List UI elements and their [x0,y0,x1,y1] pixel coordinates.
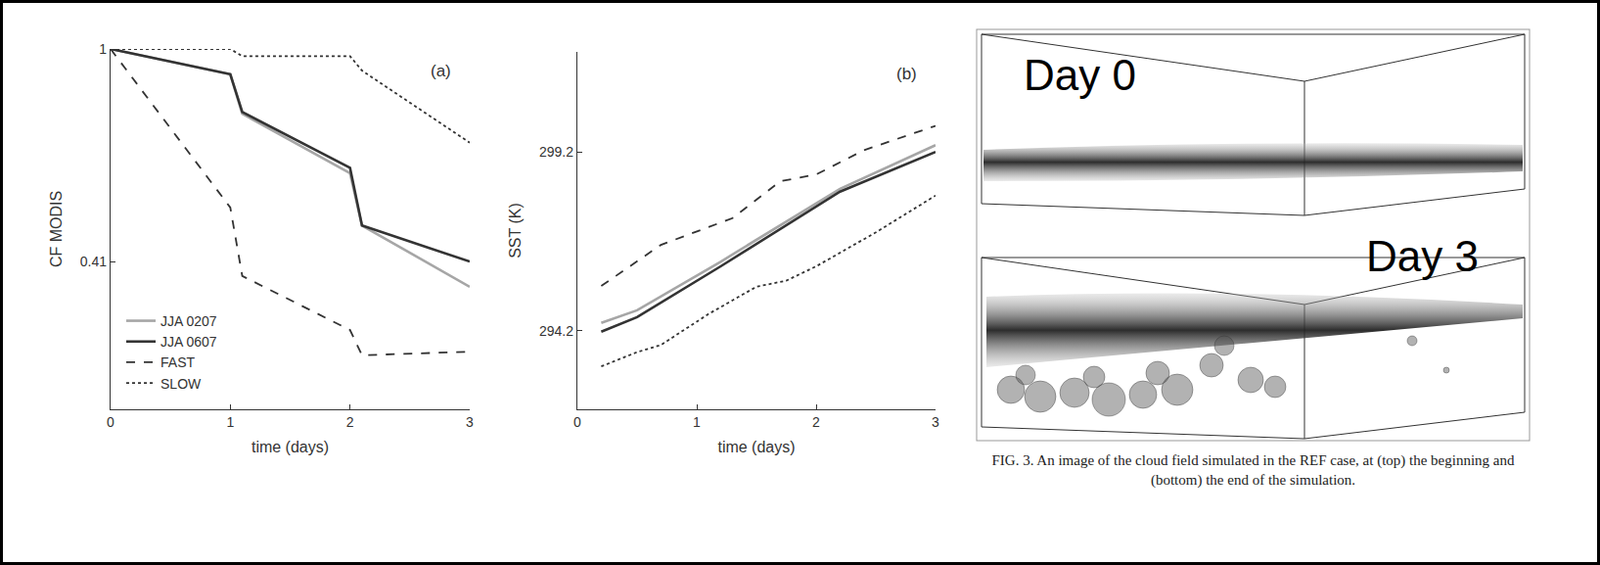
svg-text:1: 1 [692,413,701,430]
svg-text:1: 1 [98,41,107,57]
html-text:Day 3: Day 3 [1366,231,1479,280]
svg-text:2: 2 [812,413,821,430]
svg-text:0.41: 0.41 [80,253,107,270]
svg-text:2: 2 [346,413,355,430]
svg-text:FAST: FAST [160,354,195,370]
svg-text:0: 0 [106,413,115,430]
svg-text:(b): (b) [896,64,917,84]
svg-text:JJA 0607: JJA 0607 [160,333,218,350]
svg-text:SLOW: SLOW [160,375,202,392]
svg-text:time (days): time (days) [717,438,795,456]
svg-text:294.2: 294.2 [539,322,574,339]
html-text:FIG. 3. An image of the cloud: FIG. 3. An image of the cloud field simu… [991,452,1515,487]
html-text:Day 0: Day 0 [1023,50,1137,99]
svg-text:1: 1 [226,413,234,430]
svg-text:299.2: 299.2 [539,143,574,160]
svg-text:3: 3 [931,413,940,430]
svg-text:0: 0 [573,413,582,430]
svg-text:3: 3 [465,413,474,430]
svg-text:JJA 0207: JJA 0207 [160,313,218,329]
svg-text:(a): (a) [430,61,452,81]
svg-text:time (days): time (days) [251,438,329,456]
svg-text:CF MODIS: CF MODIS [47,190,65,268]
svg-text:SST (K): SST (K) [506,202,524,259]
